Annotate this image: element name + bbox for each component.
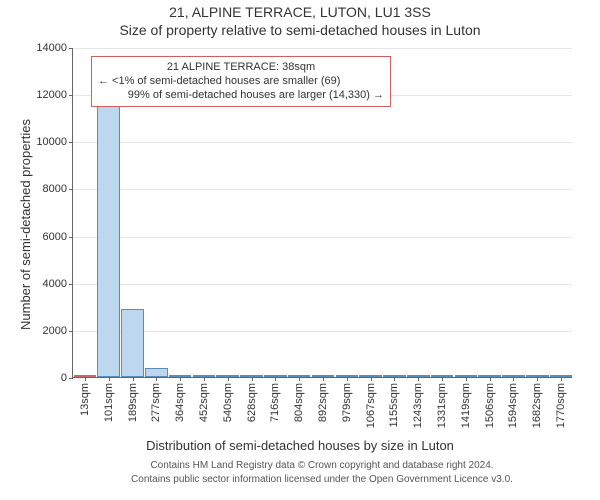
x-tick [275,377,276,381]
x-tick-label: 13sqm [79,383,91,416]
x-tick-label: 1331sqm [436,383,448,428]
x-tick-label: 716sqm [269,383,281,422]
x-tick-label: 1067sqm [365,383,377,428]
x-tick [204,377,205,381]
x-tick-label: 892sqm [317,383,329,422]
x-tick [85,377,86,381]
annotation-smaller-line: ← <1% of semi-detached houses are smalle… [98,75,384,89]
grid-line [73,284,572,285]
y-tick [69,237,73,238]
x-tick [133,377,134,381]
histogram-bar [121,309,144,377]
grid-line [73,237,572,238]
x-tick [466,377,467,381]
x-tick-label: 101sqm [103,383,115,422]
y-tick-label: 0 [61,372,67,384]
x-tick [561,377,562,381]
title-line-2: Size of property relative to semi-detach… [0,22,600,38]
x-tick [347,377,348,381]
grid-line [73,142,572,143]
y-tick-label: 10000 [36,136,67,148]
x-tick-label: 1419sqm [460,383,472,428]
x-tick [513,377,514,381]
x-tick [228,377,229,381]
y-tick [69,142,73,143]
x-tick-label: 1506sqm [484,383,496,428]
x-tick [418,377,419,381]
y-tick-label: 12000 [36,89,67,101]
x-tick [323,377,324,381]
x-tick-label: 277sqm [150,383,162,422]
annotation-size-line: 21 ALPINE TERRACE: 38sqm [98,61,384,75]
grid-line [73,331,572,332]
y-tick [69,378,73,379]
y-tick [69,189,73,190]
x-tick-label: 1594sqm [507,383,519,428]
footer-attribution-1: Contains HM Land Registry data © Crown c… [72,460,572,471]
y-tick-label: 14000 [36,42,67,54]
x-tick [442,377,443,381]
x-tick-label: 364sqm [174,383,186,422]
y-tick [69,95,73,96]
x-tick [252,377,253,381]
y-tick-label: 8000 [43,183,67,195]
x-tick-label: 1243sqm [412,383,424,428]
x-axis-label: Distribution of semi-detached houses by … [0,438,600,453]
annotation-larger-line: 99% of semi-detached houses are larger (… [98,89,384,103]
y-tick-label: 4000 [43,278,67,290]
x-tick-label: 540sqm [222,383,234,422]
x-tick-label: 1682sqm [531,383,543,428]
y-tick [69,284,73,285]
y-tick [69,48,73,49]
x-tick-label: 628sqm [246,383,258,422]
x-tick-label: 979sqm [341,383,353,422]
x-tick [156,377,157,381]
y-tick [69,331,73,332]
x-tick [109,377,110,381]
grid-line [73,48,572,49]
grid-line [73,189,572,190]
x-tick-label: 1770sqm [555,383,567,428]
histogram-bar [97,99,120,377]
footer-attribution-2: Contains public sector information licen… [72,474,572,485]
x-tick-label: 1155sqm [388,383,400,427]
title-line-1: 21, ALPINE TERRACE, LUTON, LU1 3SS [0,4,600,20]
histogram-plot-area: 0200040006000800010000120001400013sqm101… [72,48,572,378]
x-tick [394,377,395,381]
x-tick [180,377,181,381]
x-tick-label: 804sqm [293,383,305,422]
x-tick [490,377,491,381]
y-tick-label: 2000 [43,325,67,337]
x-tick [299,377,300,381]
x-tick-label: 452sqm [198,383,210,422]
x-tick-label: 189sqm [127,383,139,422]
property-annotation-box: 21 ALPINE TERRACE: 38sqm← <1% of semi-de… [91,56,391,107]
x-tick [371,377,372,381]
y-axis-label: Number of semi-detached properties [18,119,33,330]
histogram-bar [145,368,168,377]
y-tick-label: 6000 [43,231,67,243]
x-tick [537,377,538,381]
